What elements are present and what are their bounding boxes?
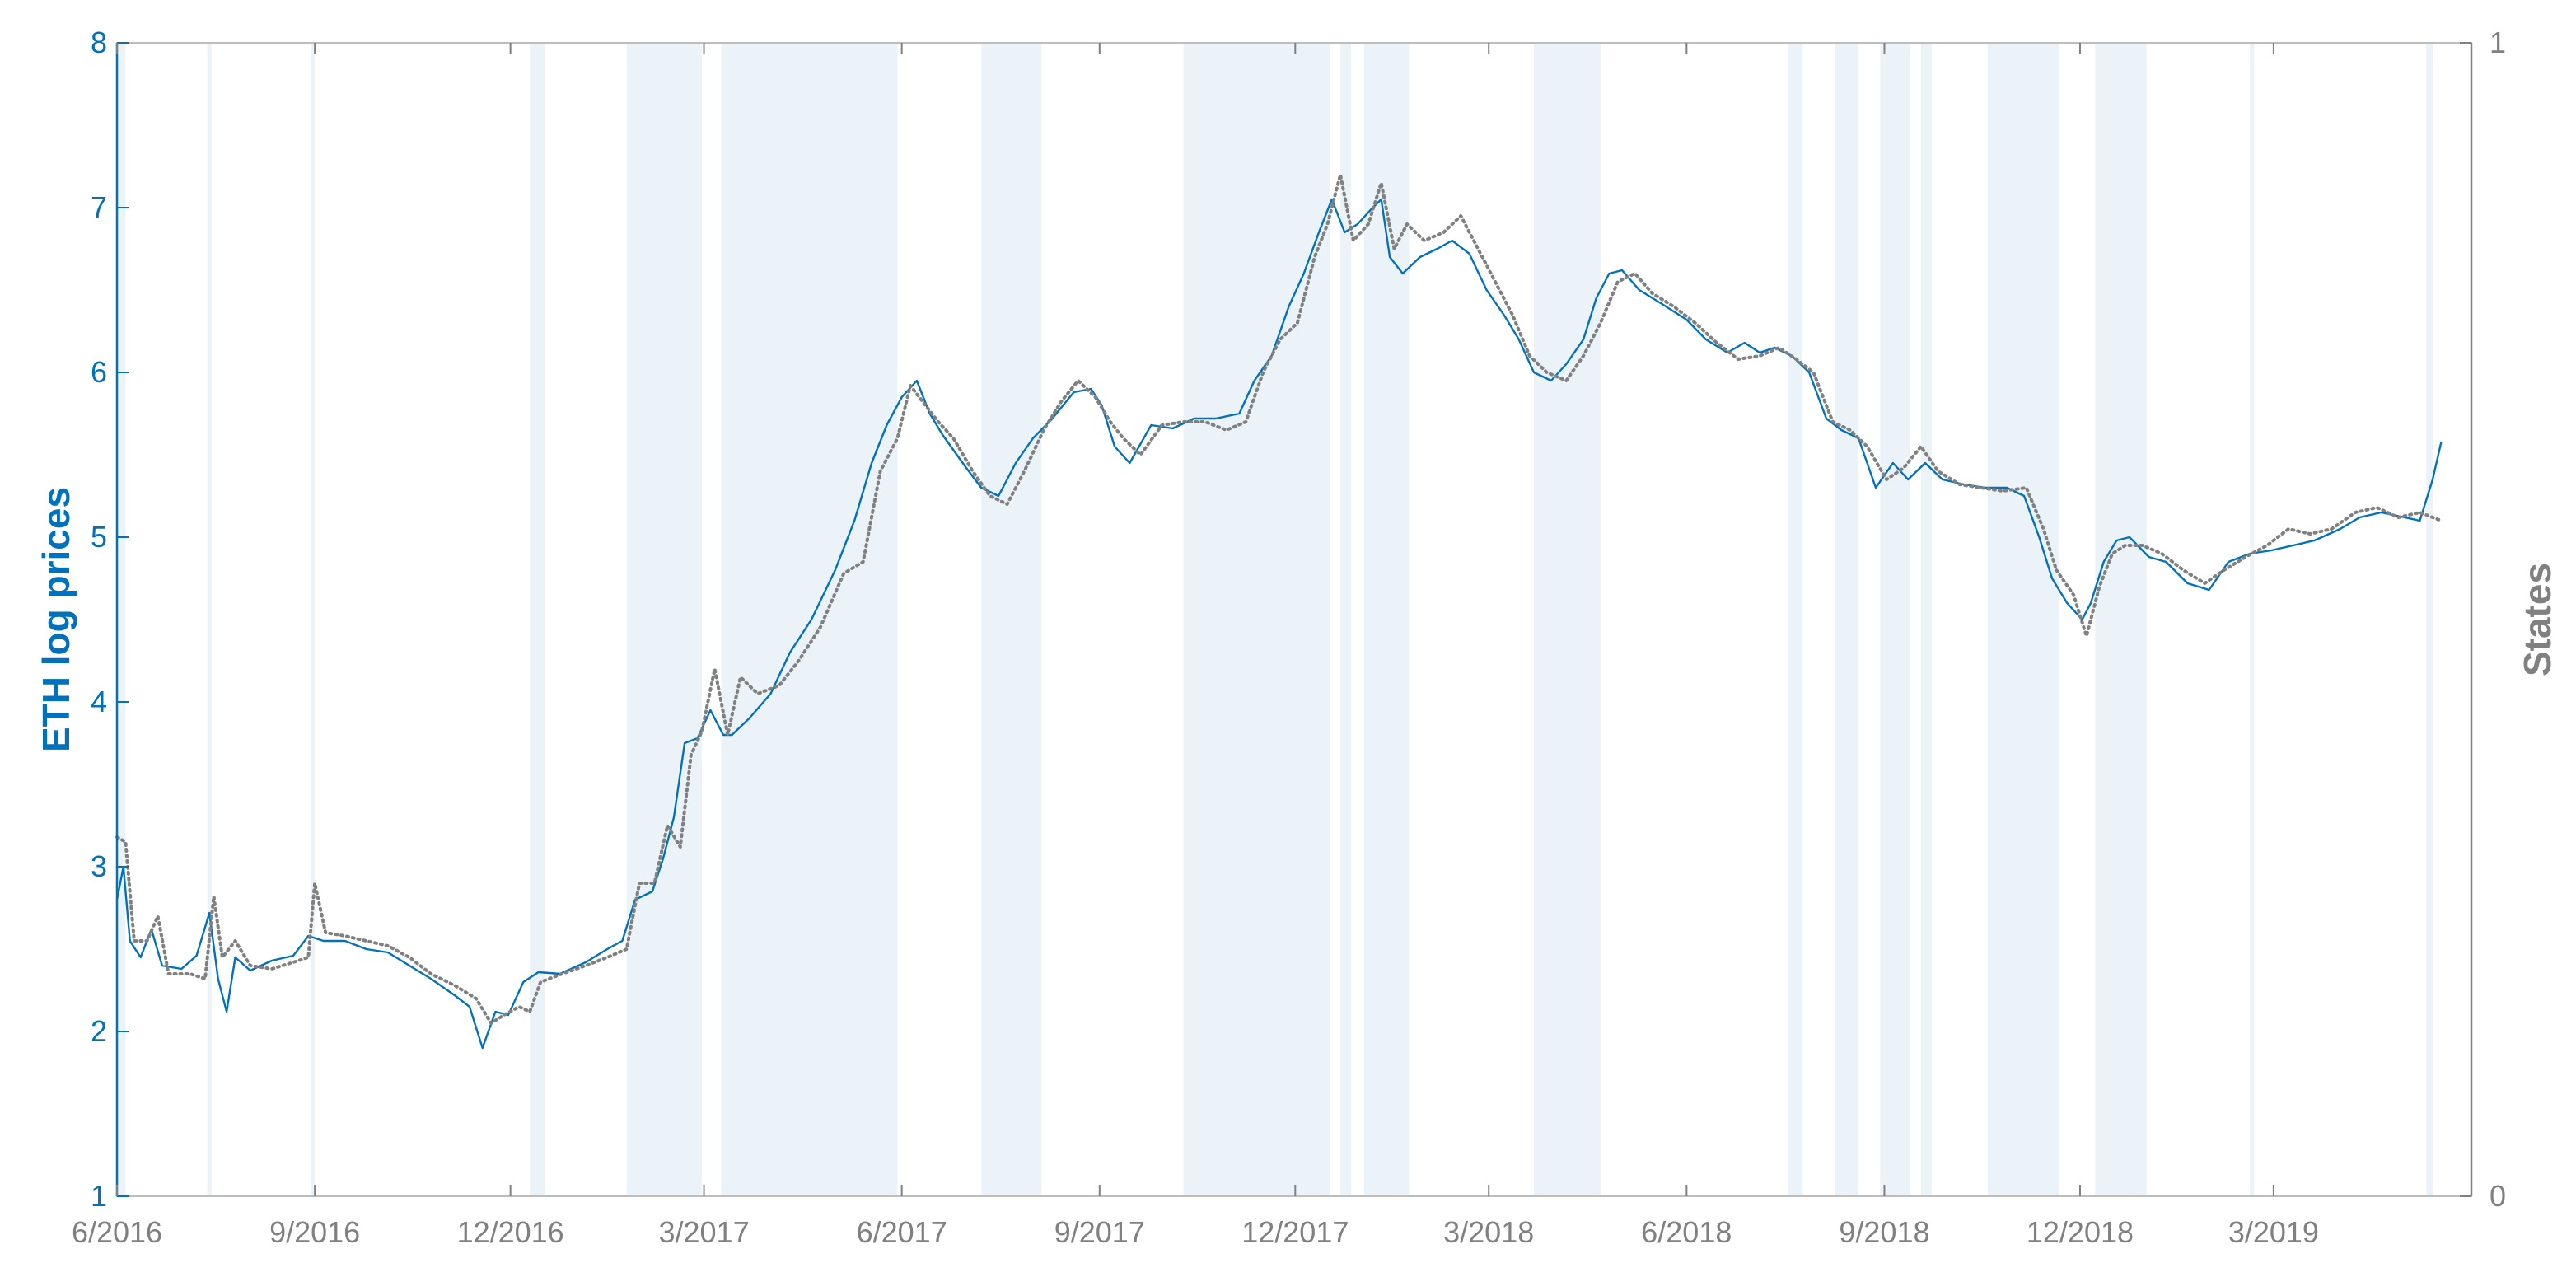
state-band-3	[530, 43, 545, 1196]
state-bands	[117, 43, 2433, 1196]
right-tick-label-0: 0	[2490, 1179, 2506, 1213]
y-axis-label: ETH log prices	[35, 487, 77, 752]
state-band-17	[2250, 43, 2255, 1196]
state-band-2	[310, 43, 316, 1196]
x-tick-label-7: 3/2018	[1443, 1215, 1534, 1249]
state-band-0	[117, 43, 126, 1196]
left-tick-label-6: 6	[91, 355, 107, 389]
x-tick-label-4: 6/2017	[857, 1215, 947, 1249]
state-band-12	[1835, 43, 1859, 1196]
x-tick-label-5: 9/2017	[1054, 1215, 1145, 1249]
x-tick-label-9: 9/2018	[1839, 1215, 1929, 1249]
right-tick-label-1: 1	[2490, 26, 2506, 59]
state-band-6	[981, 43, 1042, 1196]
state-band-5	[721, 43, 898, 1196]
x-tick-label-1: 9/2016	[269, 1215, 360, 1249]
series-line-1	[115, 173, 2443, 1025]
x-tick-label-3: 3/2017	[658, 1215, 749, 1249]
left-y-ticks: 1 2 3 4 5 6 7 8	[91, 26, 129, 1213]
left-tick-label-7: 7	[91, 190, 107, 224]
right-y-ticks: 01	[2460, 26, 2506, 1213]
state-band-15	[1987, 43, 2059, 1196]
series-line-0	[115, 198, 2443, 1050]
x-tick-label-2: 12/2016	[457, 1215, 564, 1249]
state-band-13	[1880, 43, 1910, 1196]
left-tick-label-3: 3	[91, 849, 107, 883]
x-tick-label-11: 3/2019	[2228, 1215, 2319, 1249]
state-band-4	[626, 43, 702, 1196]
right-y-axis-label: States	[2516, 563, 2559, 676]
left-tick-label-8: 8	[91, 26, 107, 59]
x-ticks: 6/2016 9/2016 12/2016 3/2017 6/2017 9/2017 12/…	[72, 43, 2319, 1249]
state-band-7	[1183, 43, 1330, 1196]
series-lines	[115, 173, 2443, 1050]
x-tick-label-0: 6/2016	[72, 1215, 162, 1249]
state-band-14	[1920, 43, 1932, 1196]
state-band-11	[1788, 43, 1803, 1196]
state-band-8	[1340, 43, 1352, 1196]
left-tick-label-1: 1	[91, 1179, 107, 1213]
x-tick-label-8: 6/2018	[1641, 1215, 1732, 1249]
x-tick-label-6: 12/2017	[1241, 1215, 1349, 1249]
state-band-16	[2095, 43, 2147, 1196]
state-band-10	[1534, 43, 1601, 1196]
state-band-1	[207, 43, 212, 1196]
left-tick-label-4: 4	[91, 685, 107, 718]
state-band-18	[2426, 43, 2433, 1196]
x-tick-label-10: 12/2018	[2027, 1215, 2134, 1249]
left-tick-label-2: 2	[91, 1014, 107, 1048]
left-tick-label-5: 5	[91, 520, 107, 554]
